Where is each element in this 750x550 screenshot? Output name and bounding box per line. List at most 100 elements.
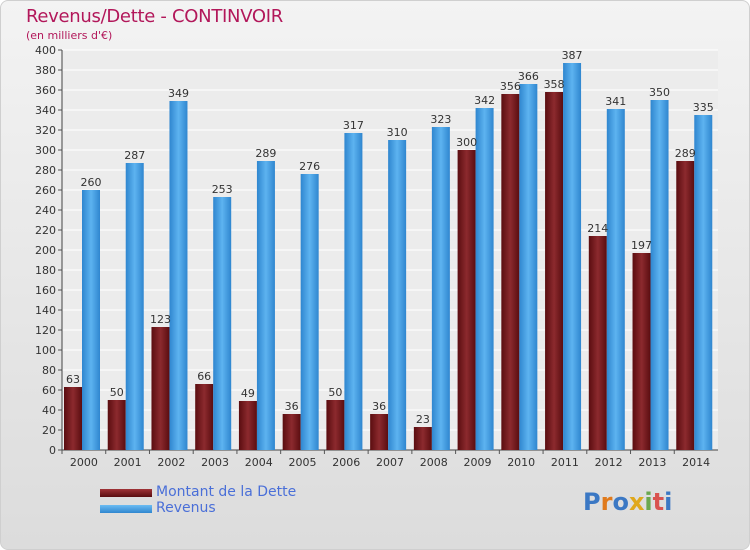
data-label-debt: 289 xyxy=(675,147,696,160)
bar-revenue xyxy=(563,63,582,450)
y-tick-label: 260 xyxy=(35,184,56,197)
data-label-revenue: 276 xyxy=(299,160,320,173)
bar-debt xyxy=(676,161,695,450)
data-label-debt: 123 xyxy=(150,313,171,326)
y-tick-label: 40 xyxy=(42,404,56,417)
x-tick-label: 2011 xyxy=(551,456,579,469)
data-label-revenue: 287 xyxy=(124,149,145,162)
y-tick-label: 340 xyxy=(35,104,56,117)
y-tick-label: 320 xyxy=(35,124,56,137)
x-tick-label: 2000 xyxy=(70,456,98,469)
logo-letter: i xyxy=(644,488,653,516)
y-tick-label: 280 xyxy=(35,164,56,177)
x-tick-label: 2012 xyxy=(595,456,623,469)
logo-letter: i xyxy=(664,488,673,516)
bar-debt xyxy=(64,387,82,450)
proxiti-logo: Proxiti xyxy=(583,488,672,516)
y-tick-label: 380 xyxy=(35,64,56,77)
x-tick-label: 2014 xyxy=(682,456,710,469)
x-tick-label: 2006 xyxy=(332,456,360,469)
data-label-debt: 66 xyxy=(197,370,211,383)
data-label-debt: 300 xyxy=(456,136,477,149)
x-tick-label: 2009 xyxy=(463,456,491,469)
data-label-debt: 63 xyxy=(66,373,80,386)
data-label-debt: 50 xyxy=(110,386,124,399)
bar-revenue xyxy=(300,174,319,450)
data-label-revenue: 260 xyxy=(81,176,102,189)
bar-revenue xyxy=(82,190,100,450)
y-tick-label: 120 xyxy=(35,324,56,337)
legend-swatch-debt xyxy=(100,489,152,497)
labels-layer: 0 20 40 60 80 100 120 140 160 180 200 220 240 260 280 3… xyxy=(35,44,714,469)
bar-revenue xyxy=(475,108,494,450)
x-tick-label: 2004 xyxy=(245,456,273,469)
data-label-revenue: 349 xyxy=(168,87,189,100)
bar-debt xyxy=(107,400,126,450)
bar-debt xyxy=(195,384,214,450)
bar-debt xyxy=(282,414,301,450)
y-tick-label: 100 xyxy=(35,344,56,357)
bar-debt xyxy=(501,94,520,450)
bar-debt xyxy=(457,150,476,450)
logo-letter: t xyxy=(652,488,665,516)
bar-debt xyxy=(632,253,651,450)
data-label-debt: 36 xyxy=(285,400,299,413)
data-label-debt: 358 xyxy=(544,78,565,91)
x-tick-label: 2008 xyxy=(420,456,448,469)
chart-title: Revenus/Dette - CONTINVOIR xyxy=(26,6,283,27)
data-label-revenue: 350 xyxy=(649,86,670,99)
y-tick-label: 180 xyxy=(35,264,56,277)
bar-debt xyxy=(151,327,170,450)
bar-revenue xyxy=(125,163,144,450)
y-tick-label: 360 xyxy=(35,84,56,97)
data-label-debt: 50 xyxy=(328,386,342,399)
bars-layer xyxy=(64,63,713,450)
data-label-revenue: 341 xyxy=(605,95,626,108)
bar-revenue xyxy=(519,84,538,450)
bar-revenue xyxy=(344,133,363,450)
logo-letter: x xyxy=(628,488,645,516)
bar-revenue xyxy=(213,197,232,450)
legend-label-revenue: Revenus xyxy=(156,500,216,516)
y-tick-label: 140 xyxy=(35,304,56,317)
data-label-revenue: 335 xyxy=(693,101,714,114)
logo-letter: o xyxy=(612,488,629,516)
x-tick-label: 2001 xyxy=(114,456,142,469)
bar-debt xyxy=(370,414,389,450)
y-tick-label: 220 xyxy=(35,224,56,237)
y-tick-label: 80 xyxy=(42,364,56,377)
y-tick-label: 0 xyxy=(49,444,56,457)
bar-revenue xyxy=(256,161,275,450)
x-tick-label: 2013 xyxy=(638,456,666,469)
data-label-revenue: 323 xyxy=(430,113,451,126)
y-tick-label: 240 xyxy=(35,204,56,217)
data-label-debt: 197 xyxy=(631,239,652,252)
data-label-revenue: 366 xyxy=(518,70,539,83)
data-label-debt: 356 xyxy=(500,80,521,93)
bar-revenue xyxy=(169,101,188,450)
data-label-revenue: 253 xyxy=(212,183,233,196)
bar-revenue xyxy=(694,115,713,450)
chart-subtitle: (en milliers d'€) xyxy=(26,29,113,42)
x-tick-label: 2010 xyxy=(507,456,535,469)
bar-debt xyxy=(588,236,607,450)
y-tick-label: 20 xyxy=(42,424,56,437)
data-label-revenue: 289 xyxy=(255,147,276,160)
data-label-debt: 36 xyxy=(372,400,386,413)
x-tick-label: 2007 xyxy=(376,456,404,469)
data-label-revenue: 342 xyxy=(474,94,495,107)
data-label-debt: 23 xyxy=(416,413,430,426)
bar-revenue xyxy=(650,100,669,450)
logo-letter: P xyxy=(583,488,601,516)
logo-letter: r xyxy=(600,488,613,516)
data-label-debt: 214 xyxy=(587,222,608,235)
bar-debt xyxy=(238,401,257,450)
x-tick-label: 2003 xyxy=(201,456,229,469)
bar-debt xyxy=(413,427,432,450)
data-label-revenue: 310 xyxy=(387,126,408,139)
data-label-debt: 49 xyxy=(241,387,255,400)
x-tick-label: 2005 xyxy=(289,456,317,469)
y-tick-label: 200 xyxy=(35,244,56,257)
bar-debt xyxy=(326,400,345,450)
